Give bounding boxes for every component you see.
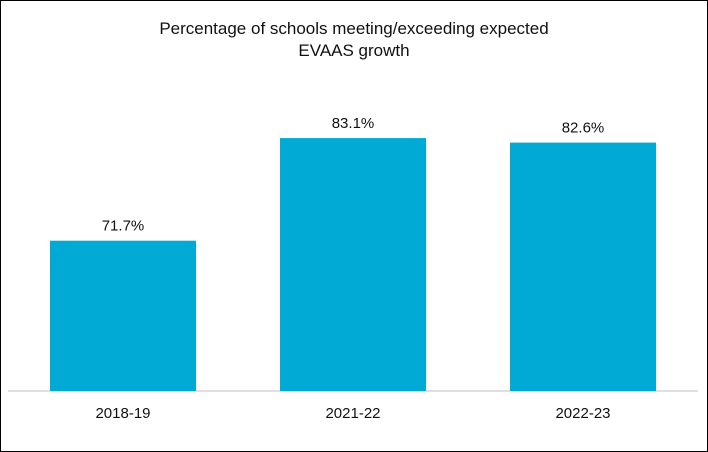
chart-title: Percentage of schools meeting/exceeding …: [0, 18, 708, 62]
chart-title-line-1: Percentage of schools meeting/exceeding …: [159, 19, 549, 38]
data-label-2018-19: 71.7%: [102, 218, 145, 235]
x-tick-label-2021-22: 2021-22: [325, 405, 380, 422]
bar-2022-23: [510, 142, 656, 391]
bar-2021-22: [280, 138, 426, 391]
data-label-2021-22: 83.1%: [332, 115, 375, 132]
x-tick-label-2018-19: 2018-19: [95, 405, 150, 422]
x-tick-label-2022-23: 2022-23: [555, 405, 610, 422]
data-label-2022-23: 82.6%: [562, 120, 605, 137]
chart-title-line-2: EVAAS growth: [298, 41, 410, 60]
bar-2018-19: [50, 240, 196, 391]
